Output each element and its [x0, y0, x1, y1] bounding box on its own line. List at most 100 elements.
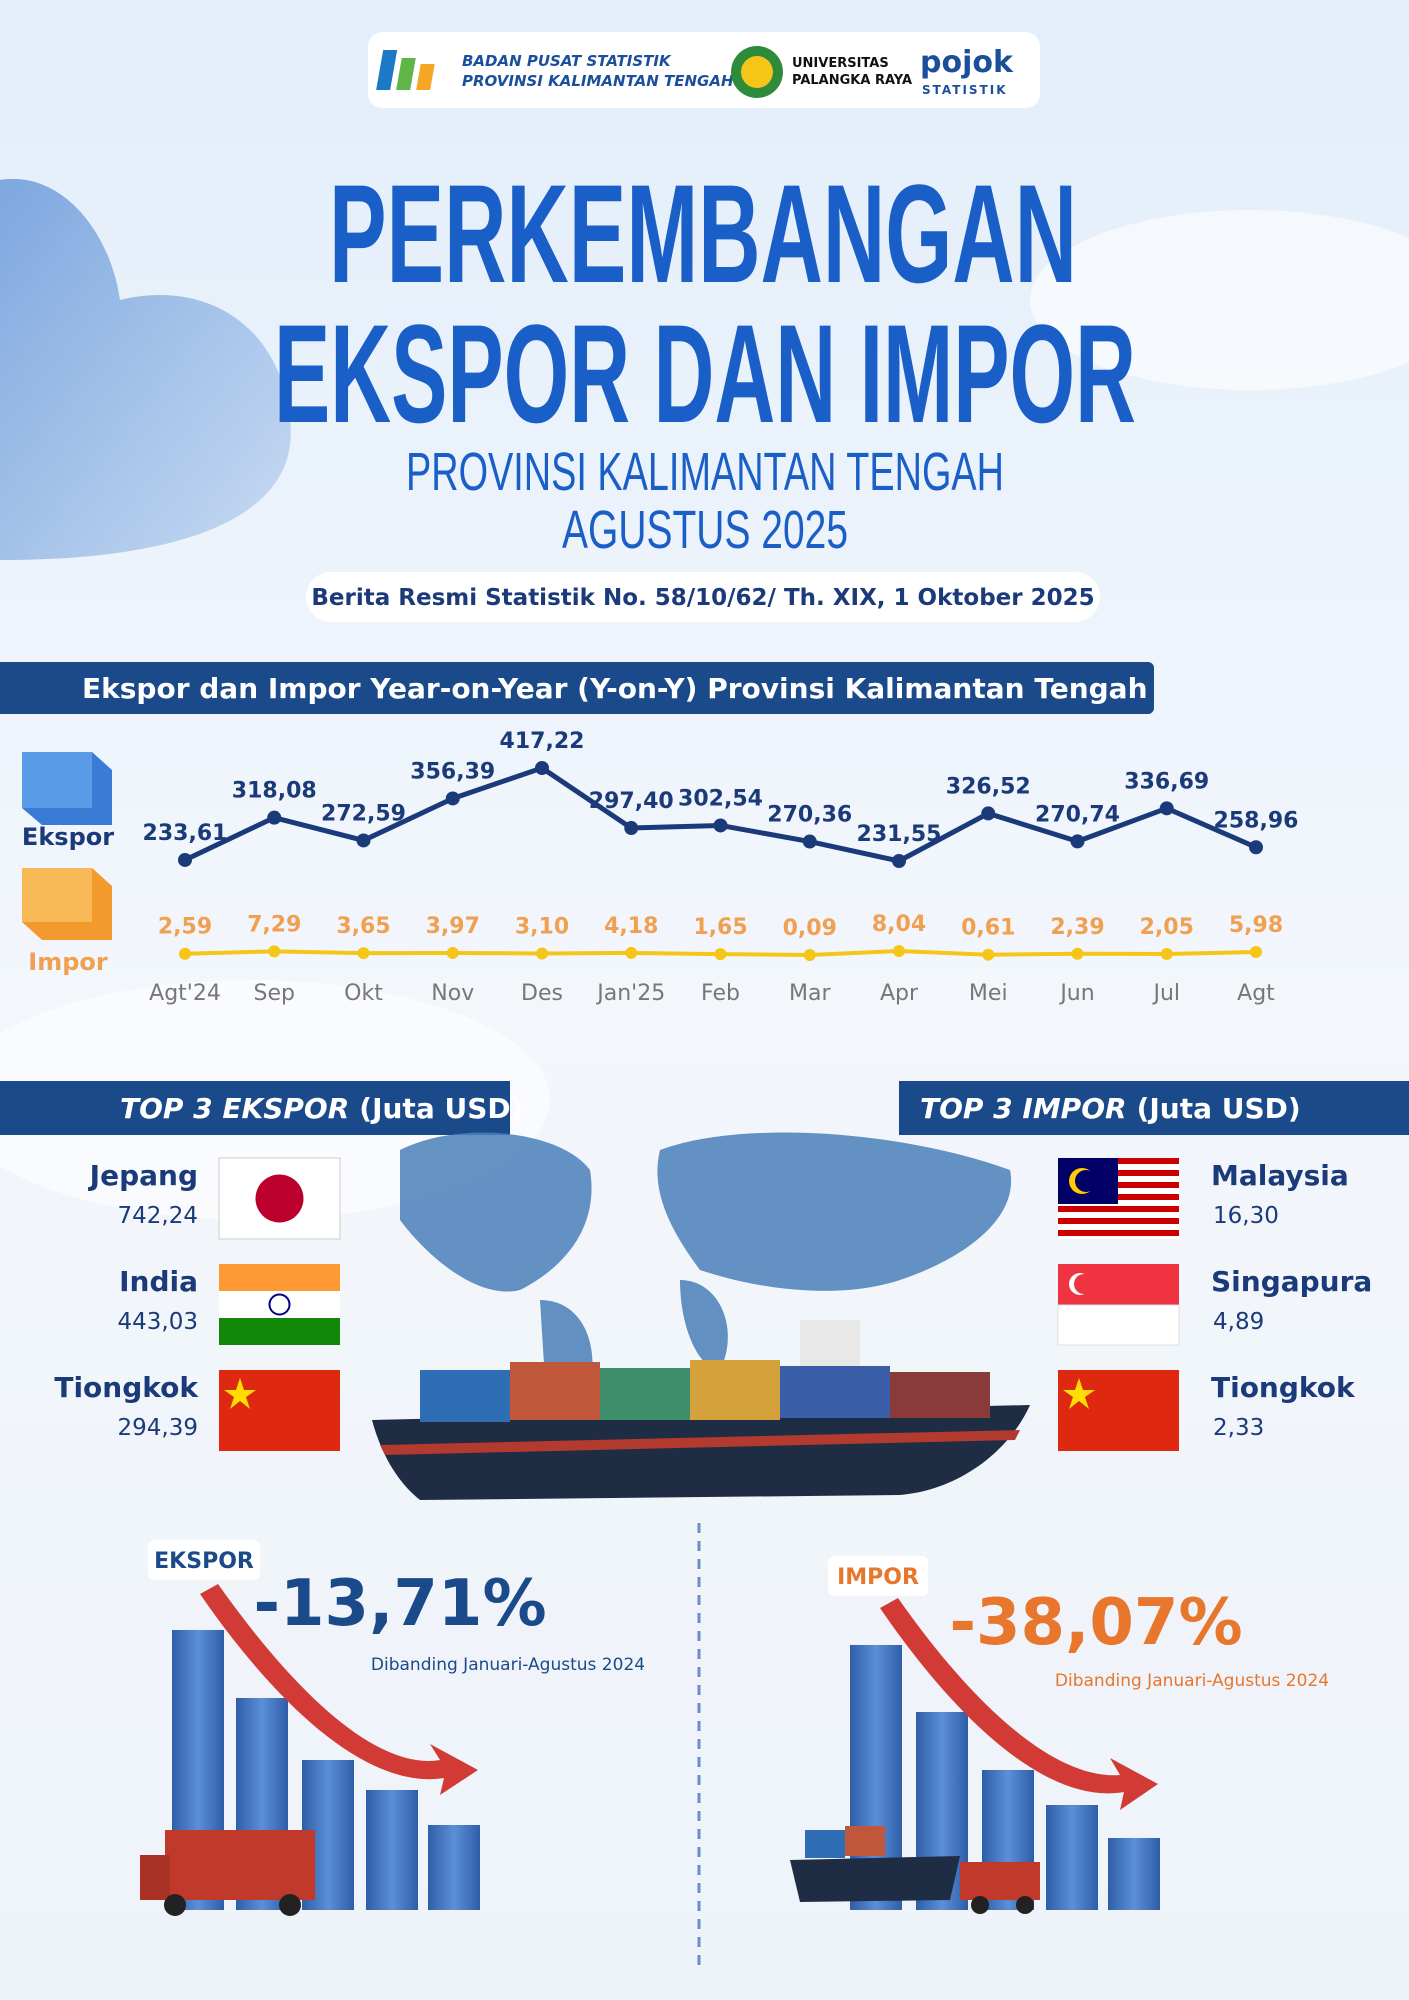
x-tick-label: Jun	[1058, 981, 1094, 1006]
value-label: 356,39	[410, 759, 495, 784]
flag-malaysia	[1058, 1158, 1179, 1239]
flag-singapore	[1057, 1264, 1180, 1346]
export-badge	[148, 1540, 260, 1580]
import-change: -38,07%	[949, 1586, 1242, 1660]
top-export-title: TOP 3 EKSPOR (Juta USD)	[120, 1092, 523, 1125]
top-import-unit: (Juta USD)	[1137, 1092, 1301, 1125]
data-point	[357, 947, 370, 960]
top-export-unit: (Juta USD)	[359, 1092, 523, 1125]
data-point	[268, 945, 281, 958]
data-point	[893, 944, 905, 957]
univ-name: PALANGKA RAYA	[792, 73, 912, 88]
decor-bars	[172, 1630, 480, 1910]
data-point	[624, 821, 639, 836]
impor-icon	[22, 868, 112, 940]
data-point	[892, 854, 906, 868]
value-label: 2,05	[1140, 915, 1194, 940]
data-point	[1160, 947, 1173, 960]
x-tick-label: Jan'25	[595, 981, 665, 1006]
value-label: 2,59	[158, 915, 212, 940]
value-label: 0,61	[961, 916, 1015, 941]
export-country: Jepang	[88, 1159, 198, 1192]
cloud	[1030, 210, 1409, 390]
import-badge	[828, 1556, 928, 1596]
value-label: 2,39	[1050, 915, 1104, 940]
data-point	[713, 818, 728, 833]
value-label: 318,08	[232, 779, 317, 804]
export-value: 294,39	[118, 1415, 198, 1441]
data-point	[445, 791, 460, 806]
bps-logo	[376, 50, 435, 90]
export-change: -13,71%	[253, 1567, 546, 1641]
x-tick-label: Mei	[969, 981, 1008, 1006]
data-point	[536, 947, 548, 960]
flag-china	[1058, 1370, 1179, 1451]
top-import-title: TOP 3 IMPOR (Juta USD)	[920, 1092, 1301, 1125]
data-point	[803, 948, 816, 961]
univ-logo	[741, 56, 773, 88]
value-label: 336,69	[1124, 769, 1209, 794]
import-value: 4,89	[1213, 1309, 1264, 1335]
value-label: 8,04	[872, 912, 926, 937]
legend-label: Ekspor	[22, 823, 114, 851]
data-point	[625, 946, 638, 959]
export-value: 443,03	[118, 1309, 198, 1335]
release-note: Berita Resmi Statistik No. 58/10/62/ Th.…	[311, 585, 1094, 611]
data-point	[446, 947, 459, 960]
x-tick-label: Agt	[1237, 981, 1275, 1006]
export-country: India	[119, 1265, 198, 1298]
top-export-title-text: TOP 3 EKSPOR	[120, 1092, 349, 1125]
bps-name: BADAN PUSAT STATISTIK	[462, 52, 672, 70]
data-point	[982, 948, 995, 961]
x-tick-label: Okt	[344, 981, 383, 1006]
data-point	[178, 852, 192, 867]
data-point	[1071, 947, 1084, 960]
pojok-sub: STATISTIK	[922, 83, 1008, 97]
import-country: Malaysia	[1211, 1159, 1349, 1192]
value-label: 233,61	[143, 821, 228, 846]
pojok-logo: pojok	[920, 45, 1014, 80]
title: PERKEMBANGAN	[329, 155, 1077, 312]
import-value: 2,33	[1213, 1415, 1264, 1441]
chart-title: Ekspor dan Impor Year-on-Year (Y-on-Y) P…	[82, 672, 1148, 705]
export-truck	[140, 1830, 315, 1916]
data-point	[356, 833, 371, 848]
cargo-ship	[372, 1320, 1030, 1500]
value-label: 5,98	[1229, 913, 1283, 938]
data-point	[802, 834, 817, 849]
value-label: 4,18	[604, 914, 658, 939]
x-tick-label: Sep	[254, 981, 295, 1006]
export-value: 742,24	[118, 1203, 198, 1229]
flag-china	[219, 1370, 340, 1451]
export-country: Tiongkok	[54, 1371, 199, 1404]
subtitle: PROVINSI KALIMANTAN TENGAH	[406, 442, 1004, 502]
data-point	[179, 947, 191, 960]
title: EKSPOR DAN IMPOR	[274, 295, 1136, 452]
value-label: 258,96	[1214, 808, 1299, 833]
import-label: IMPOR	[837, 1565, 919, 1590]
value-label: 270,36	[767, 803, 852, 828]
value-label: 417,22	[500, 729, 585, 754]
export-label: EKSPOR	[154, 1549, 254, 1574]
import-country: Singapura	[1211, 1265, 1372, 1298]
logo-bar	[368, 32, 1040, 108]
value-label: 0,09	[783, 916, 837, 941]
value-label: 302,54	[678, 786, 763, 811]
value-label: 272,59	[321, 801, 406, 826]
top-import-header	[899, 1081, 1409, 1135]
import-country: Tiongkok	[1211, 1371, 1356, 1404]
export-note: Dibanding Januari-Agustus 2024	[371, 1655, 645, 1675]
univ-name: UNIVERSITAS	[792, 56, 889, 71]
data-point	[1159, 801, 1174, 816]
subtitle: AGUSTUS 2025	[562, 500, 848, 560]
top-import-title-text: TOP 3 IMPOR	[920, 1092, 1127, 1125]
x-tick-label: Agt'24	[149, 981, 221, 1006]
data-point	[1249, 840, 1263, 855]
value-label: 231,55	[857, 822, 942, 847]
data-point	[1250, 946, 1262, 959]
x-tick-label: Des	[521, 981, 563, 1006]
value-label: 297,40	[589, 789, 674, 814]
data-point	[1070, 834, 1085, 849]
data-point	[714, 948, 727, 961]
cloud	[0, 178, 291, 560]
